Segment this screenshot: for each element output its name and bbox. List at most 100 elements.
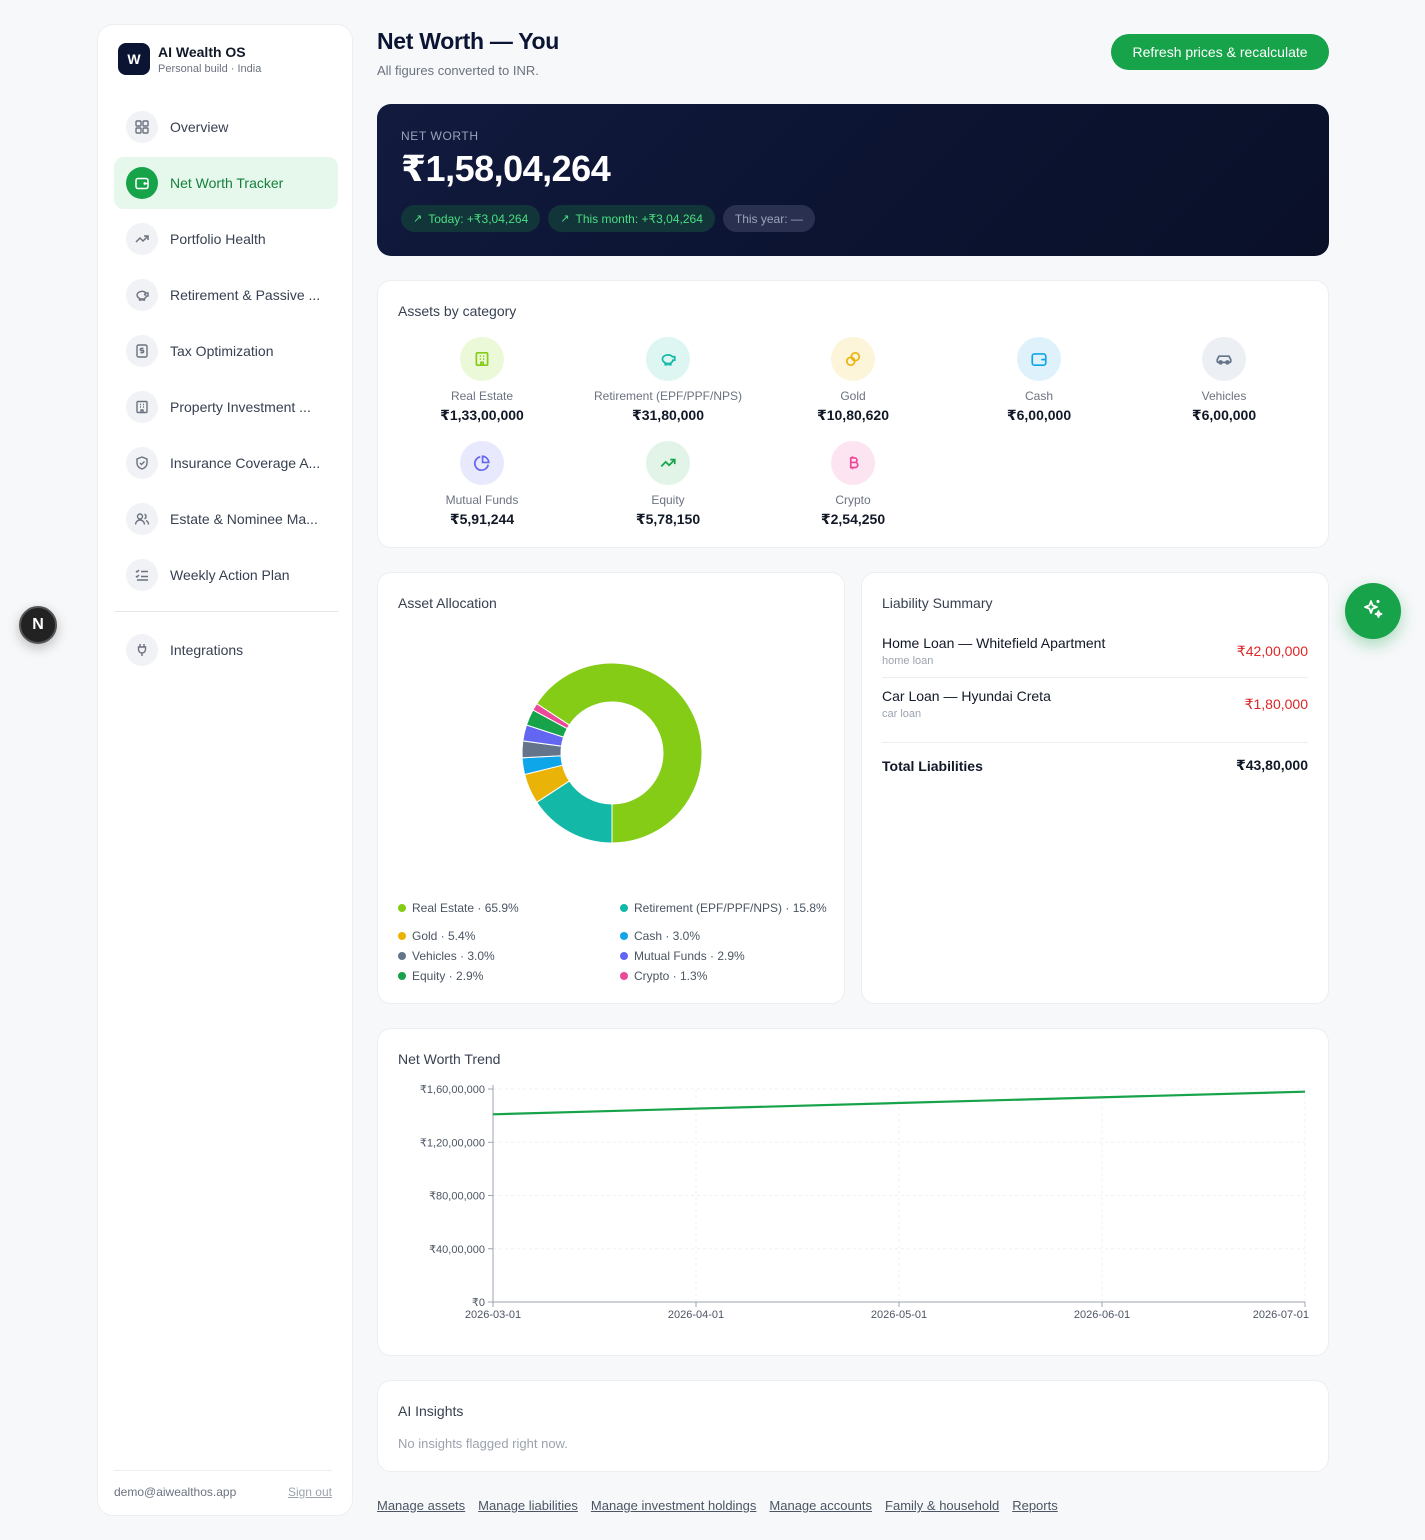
allocation-donut-chart	[521, 662, 703, 844]
legend-dot	[398, 952, 406, 960]
manage-liabilities-link[interactable]: Manage liabilities	[478, 1498, 578, 1513]
pie-chart-icon	[460, 441, 504, 485]
manage-accounts-link[interactable]: Manage accounts	[769, 1498, 873, 1513]
legend-item: Crypto · 1.3%	[620, 969, 707, 983]
asset-crypto[interactable]: Crypto ₹2,54,250	[763, 441, 943, 528]
net-worth-label: NET WORTH	[401, 129, 479, 143]
liability-row[interactable]: Home Loan — Whitefield Apartment home lo…	[882, 635, 1308, 667]
donut-slice-real-estate	[536, 662, 703, 844]
sidebar-item-label: Property Investment ...	[170, 399, 311, 415]
sign-out-link[interactable]: Sign out	[287, 1485, 332, 1499]
liability-row[interactable]: Car Loan — Hyundai Creta car loan ₹1,80,…	[882, 688, 1308, 720]
trending-up-icon	[646, 441, 690, 485]
ai-assistant-button[interactable]	[1345, 583, 1401, 639]
legend-dot	[620, 952, 628, 960]
card-title: AI Insights	[398, 1403, 464, 1419]
sidebar-item-label: Overview	[170, 119, 229, 135]
liability-type: car loan	[882, 708, 922, 720]
legend-item: Cash · 3.0%	[620, 929, 700, 943]
asset-real-estate[interactable]: Real Estate ₹1,33,00,000	[392, 337, 572, 424]
asset-cash[interactable]: Cash ₹6,00,000	[949, 337, 1129, 424]
sidebar-item-insurance-coverage[interactable]: Insurance Coverage A...	[114, 437, 338, 489]
y-tick-label: ₹0	[472, 1297, 485, 1309]
liability-name: Home Loan — Whitefield Apartment	[882, 635, 1106, 651]
x-tick-label: 2026-05-01	[871, 1309, 927, 1321]
refresh-button[interactable]: Refresh prices & recalculate	[1111, 34, 1329, 70]
dev-badge[interactable]: N	[19, 606, 57, 644]
asset-value: ₹1,33,00,000	[440, 407, 524, 423]
coins-icon	[831, 337, 875, 381]
manage-assets-link[interactable]: Manage assets	[377, 1498, 466, 1513]
sidebar-item-label: Portfolio Health	[170, 231, 266, 247]
liability-name: Car Loan — Hyundai Creta	[882, 688, 1051, 704]
legend-item: Gold · 5.4%	[398, 929, 475, 943]
sidebar-item-estate-nominee[interactable]: Estate & Nominee Ma...	[114, 493, 338, 545]
bitcoin-icon	[831, 441, 875, 485]
sidebar-item-retirement[interactable]: Retirement & Passive ...	[114, 269, 338, 321]
asset-name: Gold	[840, 389, 866, 403]
sidebar-item-net-worth-tracker[interactable]: Net Worth Tracker	[114, 157, 338, 209]
asset-vehicles[interactable]: Vehicles ₹6,00,000	[1134, 337, 1314, 424]
total-liabilities-value: ₹43,80,000	[1235, 757, 1308, 773]
total-liabilities-row: Total Liabilities ₹43,80,000	[882, 757, 1308, 774]
asset-name: Vehicles	[1201, 389, 1247, 403]
net-worth-hero: NET WORTH ₹1,58,04,264 ↗ Today: +₹3,04,2…	[377, 104, 1329, 256]
net-worth-value: ₹1,58,04,264	[401, 148, 611, 189]
legend-dot	[398, 972, 406, 980]
asset-value: ₹2,54,250	[820, 511, 886, 527]
brand-logo: W	[118, 43, 150, 75]
asset-name: Mutual Funds	[445, 493, 519, 507]
sidebar-item-portfolio-health[interactable]: Portfolio Health	[114, 213, 338, 265]
receipt-icon	[126, 335, 158, 367]
manage-investment-holdings-link[interactable]: Manage investment holdings	[590, 1498, 757, 1513]
sidebar-item-label: Retirement & Passive ...	[170, 287, 321, 303]
legend-label: Real Estate · 65.9%	[412, 901, 519, 915]
asset-allocation-card: Asset Allocation Real Estate · 65.9% Ret…	[377, 572, 845, 1004]
asset-value: ₹31,80,000	[631, 407, 705, 423]
legend-item: Vehicles · 3.0%	[398, 949, 495, 963]
legend-label: Cash · 3.0%	[634, 929, 701, 943]
legend-item: Mutual Funds · 2.9%	[620, 949, 745, 963]
net-worth-series-line	[492, 1090, 1306, 1116]
liability-amount: ₹42,00,000	[1236, 642, 1308, 659]
sidebar-footer: demo@aiwealthos.app Sign out	[114, 1470, 332, 1499]
asset-retirement[interactable]: Retirement (EPF/PPF/NPS) ₹31,80,000	[578, 337, 758, 424]
asset-gold[interactable]: Gold ₹10,80,620	[763, 337, 943, 424]
total-liabilities-label: Total Liabilities	[882, 757, 983, 774]
asset-equity[interactable]: Equity ₹5,78,150	[578, 441, 758, 528]
sidebar-item-weekly-action-plan[interactable]: Weekly Action Plan	[114, 549, 338, 601]
y-tick-label: ₹1,20,00,000	[420, 1137, 485, 1149]
sidebar-nav: Overview Net Worth Tracker Portfolio Hea…	[114, 101, 338, 680]
liability-amount: ₹1,80,000	[1244, 695, 1308, 712]
sidebar-item-label: Tax Optimization	[170, 343, 274, 359]
sidebar-item-tax-optimization[interactable]: Tax Optimization	[114, 325, 338, 377]
page-subtitle: All figures converted to INR.	[377, 63, 539, 78]
sidebar-item-label: Net Worth Tracker	[170, 175, 284, 191]
asset-name: Cash	[1024, 389, 1053, 403]
list-checks-icon	[126, 559, 158, 591]
piggy-bank-icon	[126, 279, 158, 311]
legend-item: Equity · 2.9%	[398, 969, 483, 983]
chart-title: Net Worth Trend	[398, 1051, 501, 1067]
sidebar-item-overview[interactable]: Overview	[114, 101, 338, 153]
sparkles-icon	[1361, 597, 1385, 626]
legend-dot	[620, 904, 628, 912]
reports-link[interactable]: Reports	[1012, 1498, 1058, 1513]
asset-mutual-funds[interactable]: Mutual Funds ₹5,91,244	[392, 441, 572, 528]
piggy-bank-icon	[646, 337, 690, 381]
legend-label: Crypto · 1.3%	[634, 969, 708, 983]
nav-divider	[114, 611, 338, 612]
sidebar-item-property-investment[interactable]: Property Investment ...	[114, 381, 338, 433]
y-tick-label: ₹1,60,00,000	[420, 1084, 485, 1096]
family-household-link[interactable]: Family & household	[885, 1498, 1000, 1513]
wallet-icon	[126, 167, 158, 199]
year-change-text: This year: —	[734, 211, 803, 226]
legend-dot	[620, 932, 628, 940]
brand-subtitle: Personal build · India	[158, 62, 262, 75]
sidebar-item-integrations[interactable]: Integrations	[114, 624, 338, 676]
month-change-text: This month: +₹3,04,264	[575, 211, 703, 226]
asset-value: ₹5,91,244	[449, 511, 515, 527]
brand[interactable]: W AI Wealth OS Personal build · India	[118, 43, 261, 75]
legend-dot	[398, 904, 406, 912]
ai-insights-card: AI Insights No insights flagged right no…	[377, 1380, 1329, 1472]
